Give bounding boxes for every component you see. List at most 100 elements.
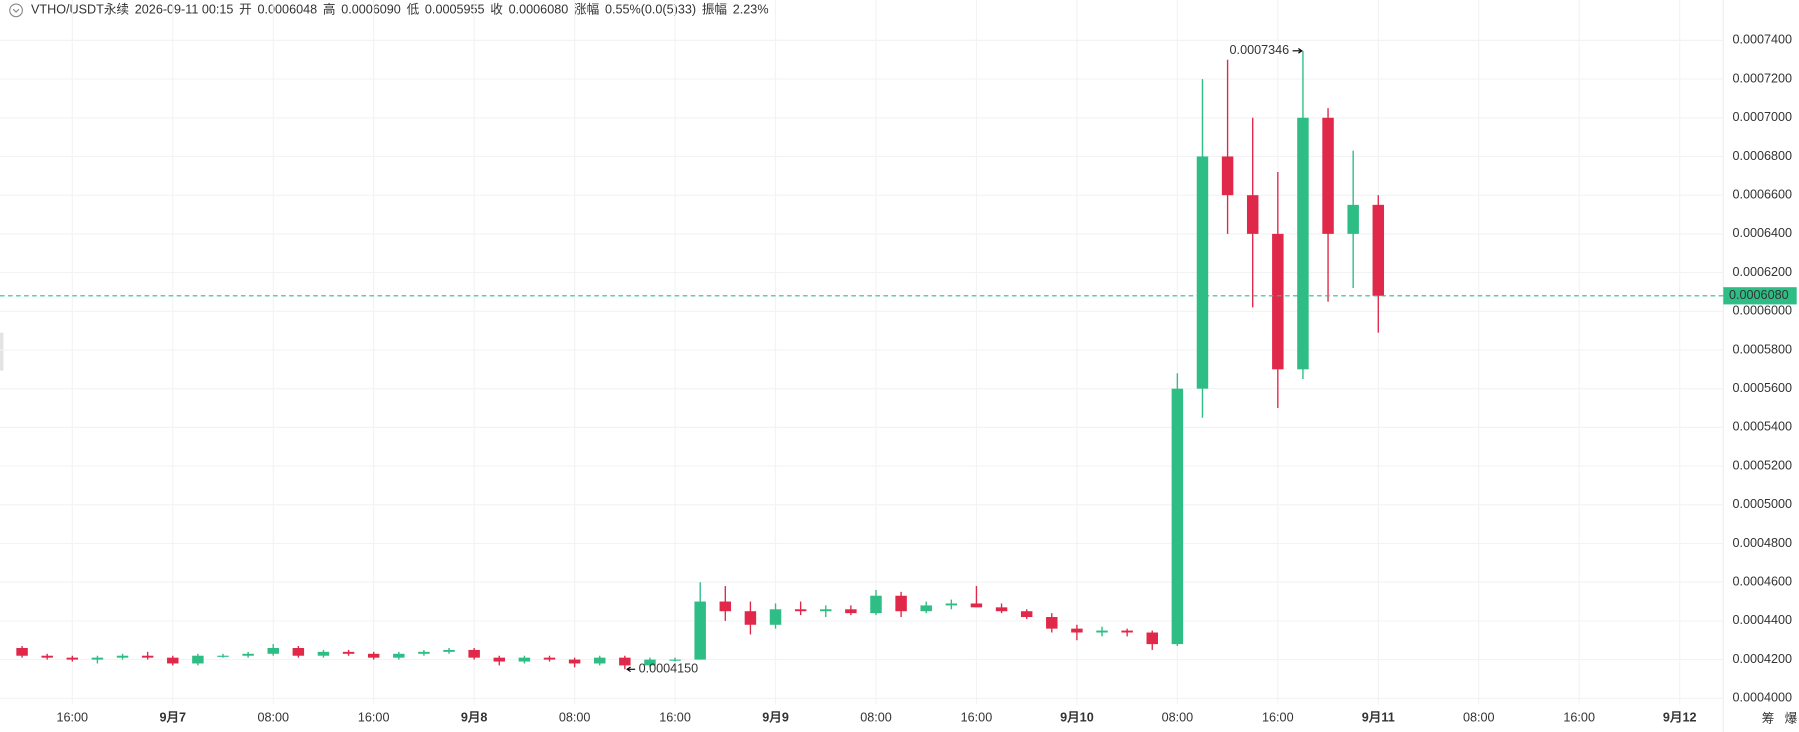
candle-body (1372, 204, 1385, 296)
header-text: VTHO/USDT永续 (31, 3, 129, 17)
candle-body (192, 655, 204, 664)
header-text: 收 (490, 3, 503, 17)
candle-body (418, 651, 430, 654)
y-tick-label: 0.0005800 (1732, 342, 1792, 356)
header-text: 振幅 (702, 3, 727, 17)
candle-body (493, 657, 505, 662)
y-tick-label: 0.0006000 (1732, 304, 1792, 318)
candle-body (267, 647, 279, 654)
candle-body (593, 657, 606, 664)
x-tick-label: 08:00 (1463, 711, 1495, 725)
collapse-chevron (12, 8, 20, 13)
y-tick-label: 0.0006800 (1732, 149, 1792, 163)
x-tick-label: 9月7 (159, 711, 186, 725)
low-arrow-head (626, 666, 631, 673)
x-tick-label: 9月11 (1362, 711, 1395, 725)
x-tick-label: 9月9 (762, 711, 789, 725)
candle-body (1171, 388, 1184, 645)
candle-body (1272, 233, 1284, 370)
candle-body (1071, 628, 1083, 633)
candle-body (1121, 630, 1133, 633)
candle-body (644, 659, 656, 666)
header-text: 0.0006080 (509, 3, 569, 17)
candle-body (242, 653, 254, 656)
candle-body (116, 655, 129, 658)
x-tick-label: 08:00 (257, 711, 289, 725)
y-tick-label: 0.0004600 (1732, 575, 1792, 589)
y-tick-label: 0.0007400 (1732, 33, 1792, 47)
candle-body (1297, 117, 1309, 370)
candle-body (518, 657, 531, 662)
candle-body (393, 653, 405, 658)
candle-body (719, 601, 732, 612)
x-tick-label: 08:00 (860, 711, 892, 725)
header-text: 0.0006090 (341, 3, 401, 17)
candle-body (1096, 630, 1108, 633)
low-label: 0.0004150 (639, 662, 699, 676)
side-button[interactable]: 筹 (1762, 711, 1775, 726)
x-tick-label: 9月8 (461, 711, 488, 725)
candle-body (1246, 195, 1259, 234)
candle-body (1196, 156, 1209, 389)
candle-body (292, 647, 305, 656)
side-handle[interactable] (0, 332, 4, 371)
candle-body (367, 653, 380, 658)
last-price-box (1723, 287, 1797, 305)
x-tick-label: 08:00 (1162, 711, 1194, 725)
y-tick-label: 0.0006200 (1732, 265, 1792, 279)
y-tick-label: 0.0004400 (1732, 613, 1792, 627)
candle-body (167, 657, 179, 664)
y-tick-label: 0.0005200 (1732, 458, 1792, 472)
candle-body (41, 655, 53, 658)
x-tick-label: 16:00 (57, 711, 89, 725)
candle-body (342, 651, 355, 654)
candle-body (317, 651, 330, 656)
y-tick-label: 0.0004200 (1732, 652, 1792, 666)
candle-body (568, 659, 581, 664)
candle-body (1146, 632, 1158, 645)
candle-body (945, 603, 958, 606)
candle-body (995, 607, 1008, 612)
candle-body (1322, 117, 1334, 234)
candle-body (443, 649, 455, 652)
candle-body (91, 657, 104, 660)
y-tick-label: 0.0005600 (1732, 381, 1792, 395)
y-tick-label: 0.0007200 (1732, 71, 1792, 85)
candle-body (619, 657, 631, 666)
candle-body (970, 603, 983, 608)
candle-body (744, 611, 757, 625)
side-button[interactable]: 爆 (1785, 712, 1798, 726)
last-price-label: 0.0006080 (1729, 288, 1789, 302)
candle-body (217, 655, 229, 657)
header-text: 高 (323, 2, 336, 17)
candle-body (769, 609, 782, 625)
collapse-icon[interactable] (9, 3, 23, 18)
y-tick-label: 0.0005400 (1732, 420, 1792, 434)
candle-body (1347, 204, 1359, 234)
x-tick-label: 16:00 (659, 711, 691, 725)
y-tick-label: 0.0005000 (1732, 497, 1792, 511)
y-tick-label: 0.0006600 (1732, 188, 1792, 202)
candle-body (1046, 617, 1058, 629)
header-text: 2.23% (733, 3, 769, 17)
candle-body (141, 655, 154, 658)
candle-body (794, 609, 807, 612)
y-tick-label: 0.0006400 (1732, 226, 1792, 240)
x-tick-label: 16:00 (961, 711, 993, 725)
candle-body (870, 595, 882, 614)
candle-body (1221, 156, 1234, 196)
x-tick-label: 16:00 (358, 711, 390, 725)
header-text: 低 (407, 3, 420, 17)
x-tick-label: 08:00 (559, 711, 591, 725)
header-text: 0.55%(0.0(5)33) (605, 3, 696, 17)
candle-body (66, 657, 79, 660)
candle-body (820, 609, 832, 612)
header-text: 2026-09-11 00:15 (135, 3, 234, 17)
candle-body (669, 659, 681, 661)
y-tick-label: 0.0007000 (1732, 110, 1792, 124)
x-tick-label: 16:00 (1563, 711, 1595, 725)
header-text: 涨幅 (574, 3, 599, 17)
candle-body (694, 601, 706, 660)
